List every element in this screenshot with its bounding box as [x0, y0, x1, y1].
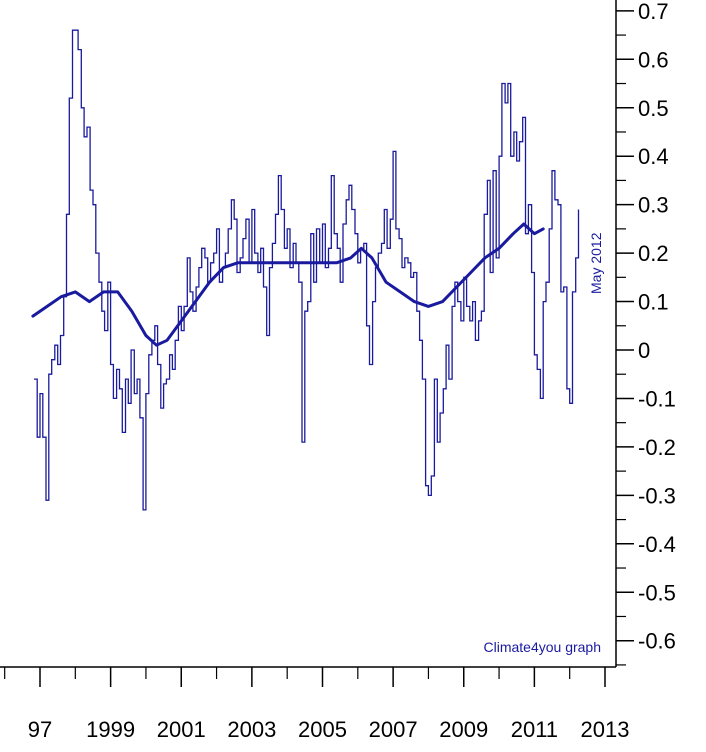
y-tick-label: -0.6 — [638, 629, 676, 654]
y-tick-label: -0.3 — [638, 483, 676, 508]
y-tick-label: -0.1 — [638, 386, 676, 411]
y-tick-label: -0.5 — [638, 580, 676, 605]
series-running-mean-line — [31, 222, 545, 347]
x-tick-label: 2009 — [439, 717, 488, 742]
x-tick-label: 2013 — [581, 717, 630, 742]
y-tick-label: 0.6 — [638, 47, 669, 72]
y-tick-label: 0 — [638, 338, 650, 363]
date-note: May 2012 — [588, 232, 604, 294]
x-tick-label: 2011 — [511, 717, 558, 742]
x-tick-label: 2003 — [227, 717, 276, 742]
x-tick-label: 2005 — [298, 717, 347, 742]
x-tick-label: 1999 — [86, 717, 135, 742]
plot-area — [0, 0, 617, 668]
x-tick-label: 2007 — [369, 717, 418, 742]
x-tick-label: 97 — [28, 717, 52, 742]
y-tick-label: 0.1 — [638, 290, 669, 315]
y-tick-label: 0.5 — [638, 96, 669, 121]
y-axis: 0.7 0.6 0.5 0.4 0.3 0.2 0.1 0 -0.1 -0.2 -0.3 -0.4 -0… — [616, 0, 676, 666]
y-tick-label: -0.2 — [638, 435, 676, 460]
x-tick-label: 2001 — [157, 717, 206, 742]
series-layer — [31, 29, 580, 511]
y-tick-label: 0.4 — [638, 144, 669, 169]
y-tick-label: -0.4 — [638, 532, 676, 557]
y-tick-label: 0.3 — [638, 193, 669, 218]
y-tick-label: 0.2 — [638, 241, 669, 266]
source-note: Climate4you graph — [483, 639, 601, 655]
x-axis: 97 1999 2001 2003 2005 2007 2009 2011 2013 — [4, 667, 630, 742]
y-tick-label: 0.7 — [638, 0, 669, 24]
series-monthly-line — [34, 29, 580, 511]
